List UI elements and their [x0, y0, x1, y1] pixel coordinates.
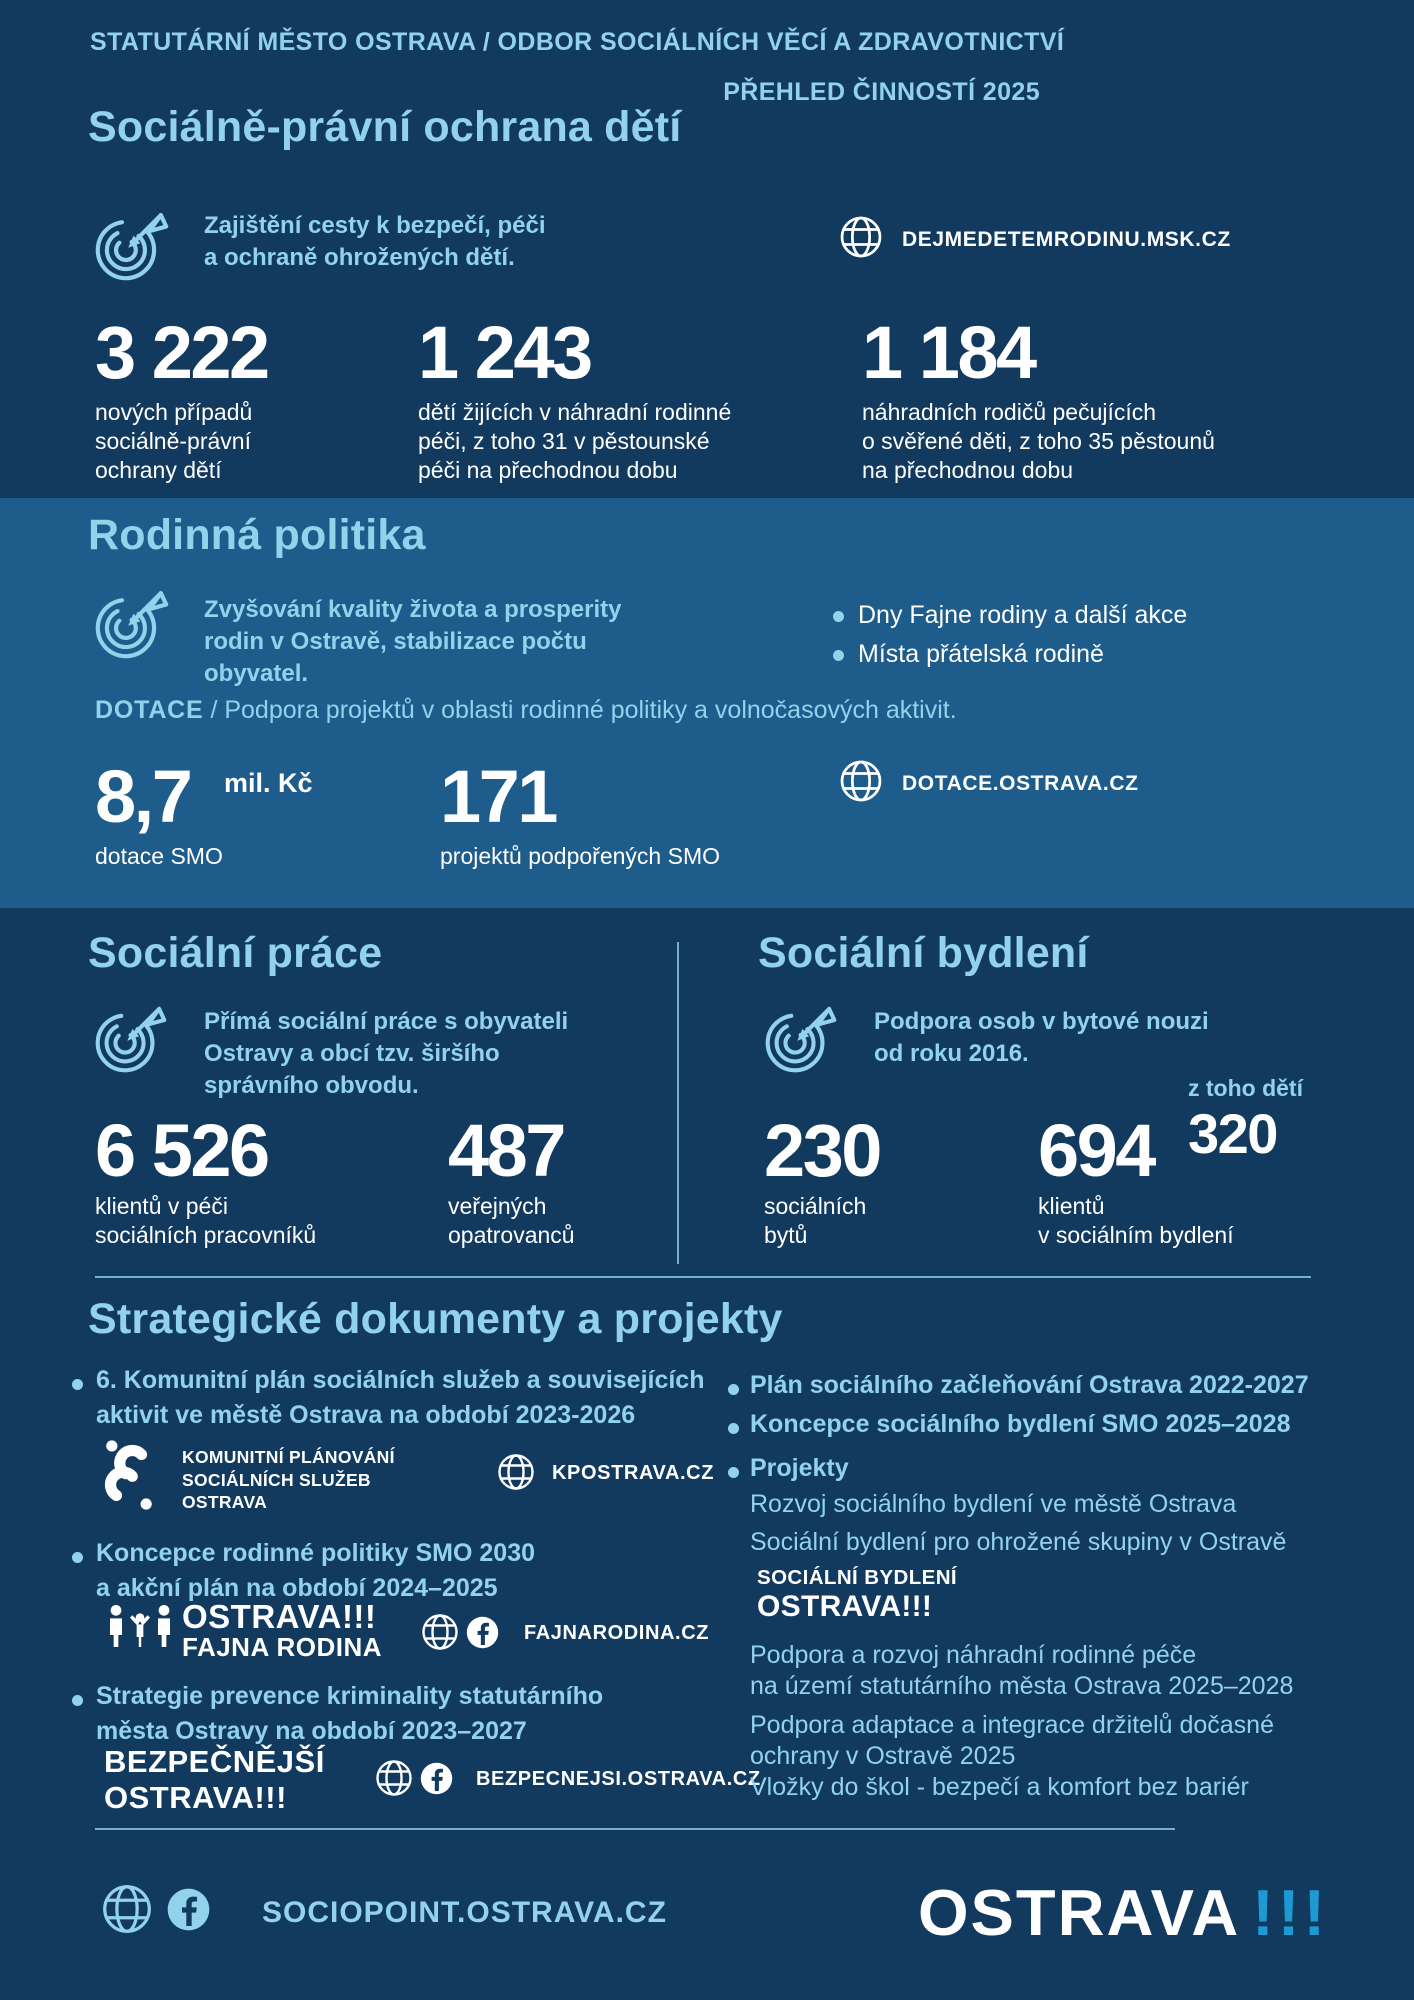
dotace-text: / Podpora projektů v oblasti rodinné pol…: [210, 696, 957, 724]
website-link[interactable]: DOTACE.OSTRAVA.CZ: [902, 772, 1139, 795]
stat-value: 694: [1038, 1109, 1156, 1192]
ostrava-logo: OSTRAVA !!!: [918, 1880, 1329, 1945]
bullet-dot: [72, 1695, 83, 1706]
strategy-item: Koncepce rodinné politiky SMO 2030 a akč…: [96, 1539, 536, 1602]
stat-value: 171: [440, 755, 558, 838]
horizontal-divider: [95, 1276, 1311, 1278]
family-policy-bullet: Místa přátelská rodině: [858, 640, 1104, 668]
bezpecnejsi-logo-line1: BEZPEČNĚJŠÍ: [104, 1744, 325, 1779]
bullet-dot: [72, 1552, 83, 1563]
family-policy-band: [0, 498, 1414, 908]
section-title: Sociální práce: [88, 929, 383, 977]
section-title: Sociální bydlení: [758, 929, 1089, 977]
stat-extra-value: 320: [1188, 1102, 1278, 1165]
family-policy-bullet: Dny Fajne rodiny a další akce: [858, 601, 1188, 629]
fajna-rodina-logo-line2: FAJNA RODINA: [182, 1632, 383, 1662]
project-item: Podpora a rozvoj náhradní rodinné péče n…: [750, 1641, 1294, 1700]
stat-value: 230: [764, 1109, 882, 1192]
section-goal: Zvyšování kvality života a prosperity ro…: [204, 596, 622, 687]
website-link[interactable]: DEJMEDETEMRODINU.MSK.CZ: [902, 228, 1231, 251]
header-line1: STATUTÁRNÍ MĚSTO OSTRAVA / ODBOR SOCIÁLN…: [90, 28, 1065, 56]
stat-value: 3 222: [95, 311, 270, 394]
dotace-label: DOTACE: [95, 696, 204, 724]
stat-extra-label: z toho dětí: [1188, 1075, 1303, 1101]
stat-label: klientů v péči sociálních pracovníků: [95, 1193, 317, 1248]
ostrava-logo-text: OSTRAVA: [918, 1876, 1241, 1949]
horizontal-divider: [95, 1828, 1175, 1830]
socialni-bydleni-logo-line1: SOCIÁLNÍ BYDLENÍ: [757, 1566, 958, 1589]
stat-label: sociálních bytů: [764, 1193, 867, 1248]
project-item: Vložky do škol - bezpečí a komfort bez b…: [750, 1773, 1249, 1801]
stat-value: 8,7: [95, 755, 193, 838]
bullet-dot: [833, 611, 844, 622]
website-link[interactable]: BEZPECNEJSI.OSTRAVA.CZ: [476, 1768, 761, 1790]
section-goal: Zajištění cesty k bezpečí, péči a ochran…: [204, 212, 546, 271]
socialni-bydleni-logo-line2: OSTRAVA!!!: [757, 1590, 933, 1623]
stat-label: dětí žijících v náhradní rodinné péči, z…: [418, 399, 732, 483]
section-title: Rodinná politika: [88, 511, 426, 559]
strategy-item: 6. Komunitní plán sociálních služeb a so…: [96, 1366, 705, 1429]
project-item: Rozvoj sociálního bydlení ve městě Ostra…: [750, 1490, 1237, 1518]
bullet-dot: [728, 1384, 739, 1395]
stat-value: 487: [448, 1109, 566, 1192]
stat-label: veřejných opatrovanců: [448, 1193, 575, 1248]
header-line2: PŘEHLED ČINNOSTÍ 2025: [723, 78, 1040, 106]
section-title: Sociálně-právní ochrana dětí: [88, 103, 682, 151]
stat-label: náhradních rodičů pečujících o svěřené d…: [862, 399, 1215, 483]
stat-label: klientů v sociálním bydlení: [1038, 1193, 1234, 1248]
project-item: Podpora adaptace a integrace držitelů do…: [750, 1711, 1274, 1770]
dotace-line: DOTACE / Podpora projektů v oblasti rodi…: [95, 696, 957, 725]
section-title: Strategické dokumenty a projekty: [88, 1295, 783, 1343]
stat-value: 6 526: [95, 1109, 270, 1192]
section-goal: Přímá sociální práce s obyvateli Ostravy…: [204, 1008, 569, 1099]
facebook-icon[interactable]: [164, 1885, 213, 1934]
stat-label: projektů podpořených SMO: [440, 843, 720, 869]
kp-logo-text: KOMUNITNÍ PLÁNOVÁNÍ SOCIÁLNÍCH SLUŽEB OS…: [182, 1447, 395, 1512]
ostrava-logo-bang: !!!: [1252, 1876, 1330, 1949]
stat-value: 1 243: [418, 311, 593, 394]
bezpecnejsi-logo-line2: OSTRAVA!!!: [104, 1780, 287, 1815]
website-link[interactable]: FAJNARODINA.CZ: [524, 1622, 710, 1644]
strategy-item: Projekty: [750, 1454, 849, 1482]
strategy-item: Plán sociálního začleňování Ostrava 2022…: [750, 1371, 1309, 1399]
website-link[interactable]: KPOSTRAVA.CZ: [552, 1462, 715, 1484]
sociopoint-link[interactable]: SOCIOPOINT.OSTRAVA.CZ: [262, 1896, 667, 1929]
fajna-rodina-logo-line1: OSTRAVA!!!: [182, 1598, 377, 1635]
strategy-item: Strategie prevence kriminality statutárn…: [96, 1682, 604, 1745]
stat-value: 1 184: [862, 311, 1037, 394]
globe-icon: [100, 1882, 154, 1936]
stat-unit: mil. Kč: [224, 768, 313, 798]
vertical-divider: [677, 942, 679, 1264]
bullet-dot: [728, 1423, 739, 1434]
strategy-item: Koncepce sociálního bydlení SMO 2025–202…: [750, 1410, 1291, 1438]
bullet-dot: [728, 1467, 739, 1478]
section-goal: Podpora osob v bytové nouzi od roku 2016…: [874, 1008, 1209, 1067]
stat-label: dotace SMO: [95, 843, 223, 869]
project-item: Sociální bydlení pro ohrožené skupiny v …: [750, 1528, 1287, 1556]
stat-label: nových případů sociálně-právní ochrany d…: [95, 399, 253, 483]
bullet-dot: [833, 650, 844, 661]
bullet-dot: [72, 1379, 83, 1390]
